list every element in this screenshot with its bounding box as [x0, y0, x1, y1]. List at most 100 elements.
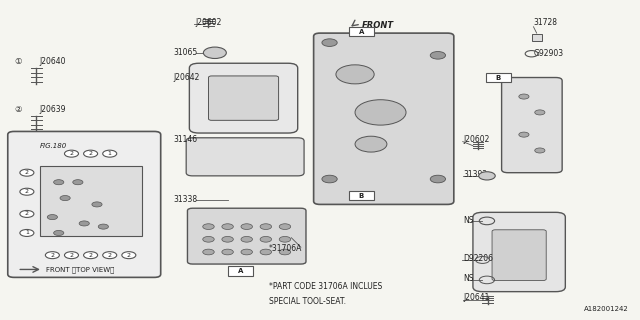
Circle shape: [84, 252, 98, 259]
Text: A: A: [359, 28, 364, 35]
Text: 2: 2: [70, 151, 74, 156]
Text: *31706A: *31706A: [269, 244, 302, 253]
FancyBboxPatch shape: [314, 33, 454, 204]
Circle shape: [102, 252, 116, 259]
Text: G92903: G92903: [534, 49, 564, 58]
Text: 2: 2: [127, 253, 131, 258]
Circle shape: [322, 175, 337, 183]
Text: NS: NS: [463, 275, 474, 284]
Circle shape: [65, 252, 79, 259]
Text: 31338: 31338: [173, 195, 198, 204]
Circle shape: [222, 236, 234, 242]
Circle shape: [355, 136, 387, 152]
FancyBboxPatch shape: [186, 138, 304, 176]
Text: A182001242: A182001242: [584, 306, 629, 312]
Circle shape: [73, 180, 83, 185]
Circle shape: [203, 236, 214, 242]
Text: A: A: [237, 268, 243, 274]
Text: FRONT: FRONT: [362, 21, 394, 30]
Circle shape: [99, 224, 108, 229]
Text: J20640: J20640: [40, 57, 66, 66]
FancyBboxPatch shape: [209, 76, 278, 120]
Circle shape: [241, 224, 252, 229]
Text: 2: 2: [88, 151, 93, 156]
Circle shape: [20, 211, 34, 217]
Circle shape: [45, 252, 60, 259]
Circle shape: [20, 188, 34, 195]
FancyBboxPatch shape: [492, 230, 546, 281]
Circle shape: [430, 175, 445, 183]
Text: 2: 2: [25, 170, 29, 175]
Text: J20602: J20602: [463, 135, 490, 144]
FancyBboxPatch shape: [8, 132, 161, 277]
Circle shape: [222, 249, 234, 255]
FancyBboxPatch shape: [188, 208, 306, 264]
Circle shape: [203, 249, 214, 255]
FancyBboxPatch shape: [502, 77, 562, 173]
Circle shape: [102, 150, 116, 157]
FancyBboxPatch shape: [473, 212, 565, 292]
Bar: [40, 166, 141, 236]
Circle shape: [535, 148, 545, 153]
Circle shape: [336, 65, 374, 84]
Text: FIG.180: FIG.180: [40, 143, 67, 149]
Text: J20642: J20642: [173, 73, 200, 82]
Circle shape: [241, 236, 252, 242]
Circle shape: [65, 150, 79, 157]
Circle shape: [92, 202, 102, 207]
Circle shape: [355, 100, 406, 125]
Circle shape: [79, 221, 90, 226]
Text: J20639: J20639: [40, 105, 66, 114]
Text: ②: ②: [14, 105, 22, 114]
Text: D92206: D92206: [463, 254, 493, 263]
Circle shape: [519, 94, 529, 99]
Text: SPECIAL TOOL-SEAT.: SPECIAL TOOL-SEAT.: [269, 297, 346, 306]
Circle shape: [204, 47, 227, 59]
Bar: [349, 27, 374, 36]
Text: 31146: 31146: [173, 135, 198, 144]
Circle shape: [20, 169, 34, 176]
Text: NS: NS: [463, 216, 474, 225]
Text: 2: 2: [108, 253, 112, 258]
Circle shape: [322, 39, 337, 46]
Text: 2: 2: [70, 253, 74, 258]
Circle shape: [279, 224, 291, 229]
Circle shape: [84, 150, 98, 157]
Text: 31392: 31392: [463, 170, 488, 179]
Circle shape: [279, 236, 291, 242]
Text: 2: 2: [88, 253, 93, 258]
Circle shape: [519, 132, 529, 137]
Text: ①: ①: [14, 57, 22, 66]
Text: 1: 1: [25, 230, 29, 236]
Text: *PART CODE 31706A INCLUES: *PART CODE 31706A INCLUES: [269, 282, 382, 292]
Circle shape: [54, 230, 64, 236]
Circle shape: [122, 252, 136, 259]
Text: 31728: 31728: [534, 18, 557, 27]
Circle shape: [20, 229, 34, 236]
Circle shape: [260, 224, 271, 229]
Circle shape: [241, 249, 252, 255]
Circle shape: [260, 249, 271, 255]
Circle shape: [535, 110, 545, 115]
Text: J20641: J20641: [463, 293, 490, 302]
Bar: [486, 73, 511, 82]
Text: 2: 2: [25, 212, 29, 216]
Text: B: B: [359, 193, 364, 198]
Text: 2: 2: [25, 189, 29, 194]
Text: 31065: 31065: [173, 48, 198, 57]
Circle shape: [479, 172, 495, 180]
Bar: [532, 34, 541, 41]
Circle shape: [54, 180, 64, 185]
Text: 1: 1: [108, 151, 111, 156]
Text: J20602: J20602: [196, 18, 222, 27]
Text: 2: 2: [51, 253, 54, 258]
Bar: [349, 191, 374, 200]
Circle shape: [222, 224, 234, 229]
Text: FRONT 〈TOP VIEW〉: FRONT 〈TOP VIEW〉: [46, 266, 115, 273]
Bar: [228, 266, 253, 276]
Circle shape: [430, 52, 445, 59]
Circle shape: [47, 215, 58, 220]
Circle shape: [260, 236, 271, 242]
Circle shape: [279, 249, 291, 255]
FancyBboxPatch shape: [189, 63, 298, 133]
